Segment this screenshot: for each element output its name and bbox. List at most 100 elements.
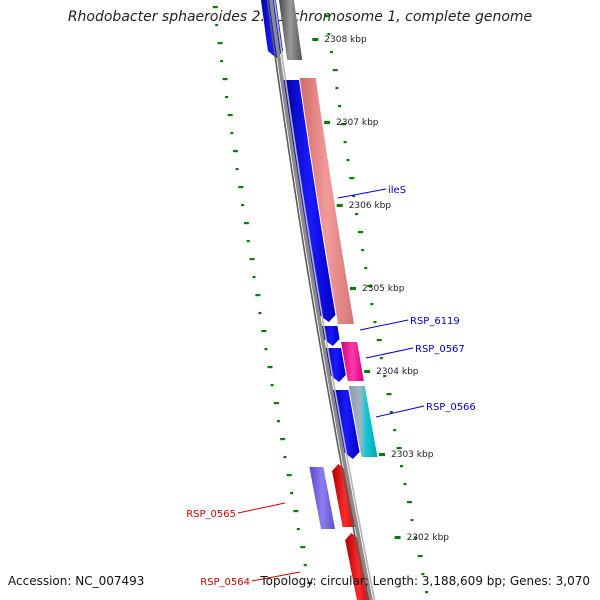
gc-dot-left [217,42,223,45]
forward-cds-arrow[interactable] [283,80,336,322]
gc-dot-right [332,69,338,72]
gene-leader-line [365,347,414,359]
rsp0566-feature-band[interactable] [348,386,378,457]
gc-dot-left [303,564,307,567]
gene-leader-line [375,405,425,418]
kbp-tick-label: 2304 kbp [376,367,419,377]
gc-dot-right [373,321,377,324]
gene-label[interactable]: RSP_0565 [186,509,236,520]
gc-dot-right [421,573,425,576]
reverse-cds-arrow[interactable] [332,464,358,527]
gc-dot-right [396,447,402,450]
gc-dot-right [346,159,350,162]
gc-dot-left [212,6,218,9]
gc-dot-right [335,87,339,90]
gc-dot-right [376,339,382,342]
gc-dot-left [280,438,286,441]
gc-dot-left [264,348,268,351]
kbp-tick-mark [312,38,319,41]
gene-leader-line [237,502,286,514]
gc-dot-left [293,510,299,513]
gc-dot-left [286,474,292,477]
gc-dot-left [267,366,273,369]
gene-label[interactable]: RSP_0564 [200,577,250,588]
gc-dot-left [252,276,256,279]
gc-dot-right [324,15,330,18]
gc-dot-right [425,591,429,594]
kbp-tick-mark [379,453,385,456]
gc-dot-left [241,204,245,207]
gene-label[interactable]: RSP_6119 [410,316,460,327]
kbp-tick-label: 2302 kbp [407,533,450,543]
gc-dot-left [220,60,224,63]
gc-dot-right [352,195,356,198]
gc-dot-right [410,519,414,522]
kbp-tick-mark [364,370,371,373]
kbp-tick-mark [350,287,356,290]
gc-dot-left [227,114,233,117]
gc-dot-right [355,213,359,216]
forward-cds-arrow[interactable] [321,326,340,346]
ileS-feature-band[interactable] [299,78,354,324]
kbp-tick-label: 2305 kbp [362,284,405,294]
kbp-tick-label: 2306 kbp [349,201,392,211]
gc-dot-right [386,393,392,396]
gene-leader-line [359,319,409,331]
kbp-tick-mark [324,121,331,124]
gc-dot-left [232,150,238,153]
rsp0565-feature-band[interactable] [309,467,336,529]
gc-dot-right [364,267,368,270]
forward-cds-arrow[interactable] [332,390,360,459]
gc-dot-left [277,420,280,423]
gc-dot-right [407,501,412,504]
gc-dot-left [290,492,294,495]
gc-dot-right [403,483,407,486]
gc-dot-left [270,384,274,387]
map-title: Rhodobacter sphaeroides 2.4.1 chromosome… [67,9,533,25]
gc-dot-right [340,123,346,126]
kbp-tick-mark [394,536,401,539]
gc-dot-left [225,96,229,99]
gc-dot-left [273,402,279,405]
gc-dot-left [258,312,262,315]
genome-backbone-line [266,0,369,600]
gc-dot-left [238,186,244,189]
gene-label[interactable]: RSP_0566 [426,402,476,413]
kbp-tick-mark [336,204,343,207]
gc-dot-right [330,51,333,54]
gc-dot-right [343,141,347,144]
gene-label[interactable]: RSP_0567 [415,344,465,355]
gc-dot-right [414,537,418,540]
gc-dot-left [300,546,306,549]
gc-dot-left [296,528,300,531]
accession-text: Accession: NC_007493 [8,574,145,588]
summary-text: Topology: circular; Length: 3,188,609 bp… [260,574,590,588]
gc-dot-left [261,330,267,333]
gc-dot-left [283,456,287,459]
genome-backbone-line [269,0,373,600]
gc-dot-right [383,375,387,378]
gc-dot-right [358,231,364,234]
gc-dot-right [367,285,373,288]
gene-leader-line [251,571,301,582]
kbp-tick-label: 2307 kbp [336,118,379,128]
gc-dot-left [215,24,219,27]
gc-dot-right [349,177,355,180]
gray-feature-band[interactable] [278,0,303,60]
gc-dot-right [379,357,383,360]
gc-dot-right [417,555,423,558]
gene-leader-line [337,188,387,199]
genome-backbone-line [273,0,376,600]
gc-dot-left [249,258,255,261]
gc-dot-right [338,105,342,108]
gc-dot-left [307,582,313,585]
gc-dot-right [389,411,393,414]
rsp0567-feature-band[interactable] [341,342,364,381]
gc-dot-left [230,132,234,135]
gc-dot-right [370,303,374,306]
gene-label[interactable]: ileS [388,185,406,196]
gc-dot-right [361,249,365,252]
gc-dot-left [246,240,250,243]
reverse-cds-arrow[interactable] [345,533,372,600]
